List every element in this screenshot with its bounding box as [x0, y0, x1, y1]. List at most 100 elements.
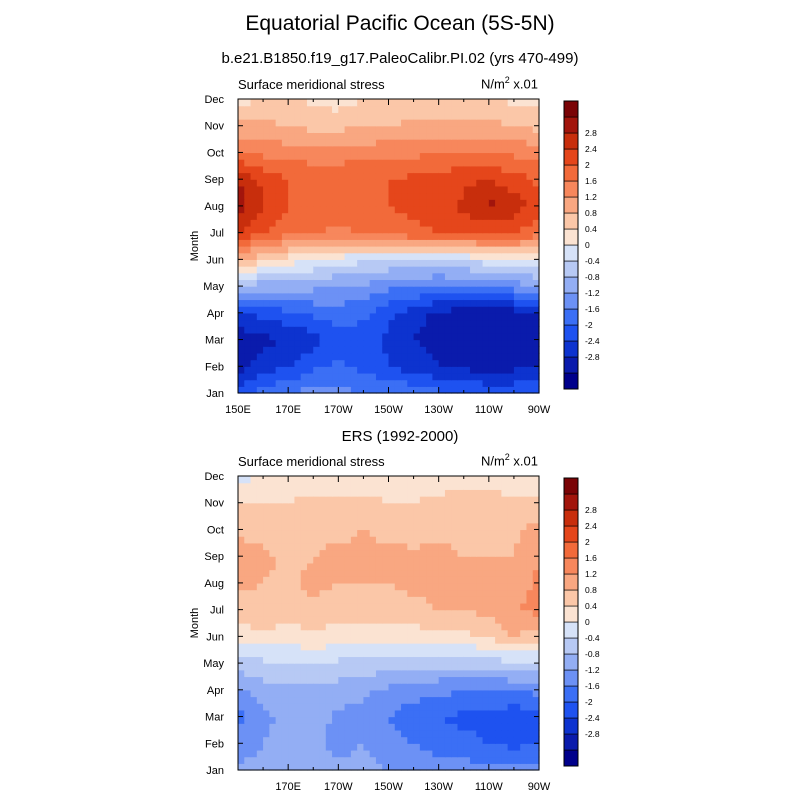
heatmap-cell [507, 125, 515, 134]
heatmap-cell [520, 99, 528, 107]
heatmap-cell [495, 683, 502, 691]
heatmap-cell [432, 119, 440, 127]
heatmap-cell [375, 669, 383, 678]
heatmap-cell [407, 299, 415, 307]
heatmap-cell [294, 562, 302, 571]
heatmap-cell [426, 105, 433, 113]
heatmap-cell [426, 292, 433, 301]
heatmap-cell [369, 239, 377, 247]
heatmap-cell [344, 696, 352, 704]
heatmap-cell [375, 703, 383, 711]
heatmap-cell [438, 119, 446, 127]
heatmap-cell [394, 179, 402, 187]
heatmap-cell [382, 172, 390, 180]
heatmap-cell [363, 105, 371, 113]
heatmap-cell [438, 352, 446, 361]
heatmap-cell [363, 205, 371, 214]
heatmap-cell [244, 279, 252, 287]
heatmap-cell [432, 112, 440, 120]
heatmap-cell [394, 502, 402, 511]
heatmap-cell [495, 556, 502, 564]
heatmap-cell [300, 576, 308, 584]
heatmap-cell [294, 656, 302, 664]
heatmap-cell [482, 99, 490, 107]
heatmap-cell [526, 629, 534, 637]
heatmap-cell [526, 683, 534, 691]
heatmap-cell [306, 219, 314, 227]
heatmap-cell [507, 159, 515, 167]
heatmap-cell [495, 185, 502, 194]
heatmap-cell [482, 105, 490, 113]
heatmap-cell [294, 105, 302, 113]
heatmap-cell [319, 636, 327, 644]
heatmap-cell [357, 99, 365, 107]
heatmap-cell [507, 292, 515, 301]
heatmap-cell [513, 192, 521, 200]
heatmap-cell [319, 542, 327, 551]
heatmap-cell [419, 703, 427, 711]
heatmap-cell [375, 252, 383, 260]
heatmap-cell [238, 192, 245, 200]
heatmap-cell [501, 502, 509, 511]
heatmap-cell [350, 112, 358, 120]
colorbar-frame [563, 100, 579, 390]
heatmap-cell [407, 239, 415, 247]
heatmap-cell [526, 332, 534, 341]
heatmap-cell [382, 212, 390, 220]
heatmap-cell [451, 582, 459, 591]
heatmap-cell [363, 152, 371, 160]
heatmap-cell [520, 319, 528, 327]
heatmap-cell [369, 112, 377, 120]
heatmap-cell [275, 299, 283, 307]
heatmap-cell [495, 266, 502, 274]
heatmap-cell [275, 332, 283, 341]
heatmap-cell [275, 212, 283, 220]
colorbar-swatch [563, 116, 579, 134]
y-tick-label: Aug [204, 578, 224, 590]
heatmap-cell [275, 602, 283, 611]
heatmap-cell [432, 576, 440, 584]
heatmap-cell [300, 246, 308, 254]
heatmap-cell [294, 212, 302, 220]
heatmap-cell [288, 689, 296, 698]
heatmap-cell [319, 379, 327, 387]
heatmap-cell [269, 576, 277, 584]
heatmap-cell [451, 596, 459, 604]
heatmap-cell [520, 589, 528, 597]
heatmap-cell [338, 689, 346, 698]
heatmap-cell [238, 542, 245, 551]
heatmap-cell [325, 522, 333, 531]
heatmap-cell [520, 232, 528, 240]
heatmap-cell [413, 643, 421, 651]
heatmap-cell [401, 482, 408, 490]
heatmap-cell [250, 145, 258, 154]
heatmap-cell [363, 743, 371, 751]
heatmap-cell [501, 192, 509, 200]
heatmap-cell [451, 339, 459, 347]
heatmap-cell [250, 703, 258, 711]
heatmap-cell [513, 536, 521, 544]
heatmap-cell [444, 339, 452, 347]
heatmap-cell [332, 346, 339, 354]
heatmap-cell [419, 312, 427, 321]
heatmap-cell [426, 582, 433, 591]
heatmap-cell [275, 562, 283, 571]
heatmap-cell [401, 299, 408, 307]
heatmap-cell [325, 159, 333, 167]
heatmap-cell [495, 205, 502, 214]
heatmap-cell [476, 152, 484, 160]
heatmap-cell [520, 326, 528, 334]
heatmap-cell [388, 386, 396, 394]
heatmap-cell [394, 366, 402, 374]
heatmap-cell [513, 159, 521, 167]
heatmap-cell [350, 676, 358, 684]
heatmap-cell [507, 252, 515, 260]
heatmap-cell [501, 689, 509, 698]
heatmap-cell [495, 145, 502, 154]
heatmap-cell [250, 366, 258, 374]
heatmap-cell [444, 165, 452, 174]
heatmap-cell [256, 709, 264, 718]
heatmap-cell [250, 192, 258, 200]
heatmap-cell [238, 172, 245, 180]
heatmap-cell [382, 709, 390, 718]
